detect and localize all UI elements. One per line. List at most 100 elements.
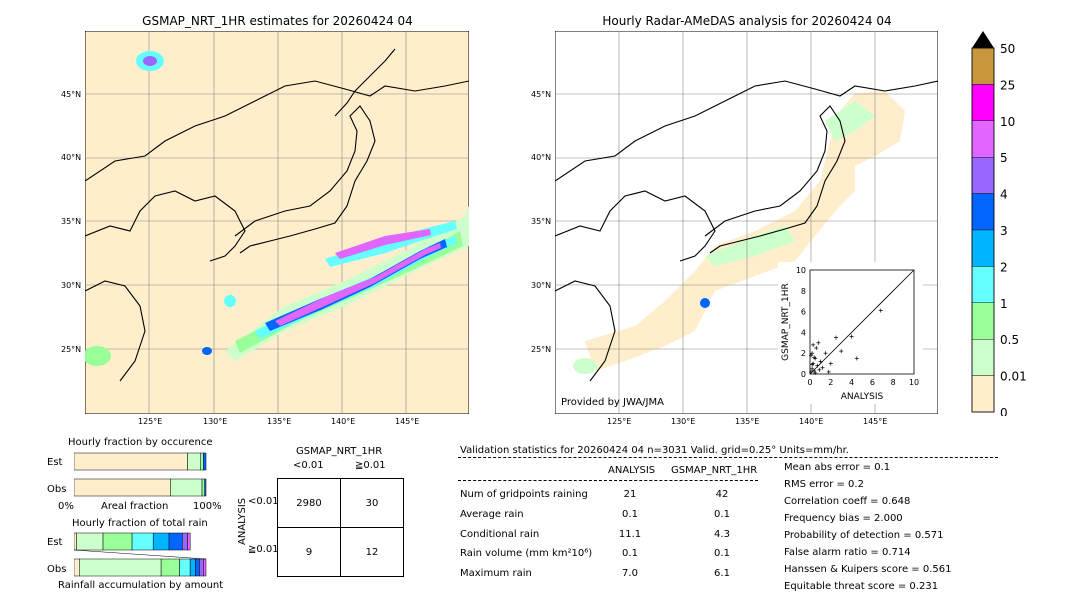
contingency-title: GSMAP_NRT_1HR bbox=[296, 446, 383, 457]
colorbar-label: 25 bbox=[1000, 78, 1015, 92]
occurrence-bar-segment bbox=[187, 452, 201, 471]
right-lon-label: 140°E bbox=[799, 417, 824, 426]
scatter-point bbox=[810, 366, 815, 371]
right-lon-label: 135°E bbox=[735, 417, 760, 426]
scatter-ytick: 6 bbox=[801, 308, 806, 317]
right-lon-label: 125°E bbox=[607, 417, 632, 426]
occ-xtick-left: 0% bbox=[58, 501, 74, 512]
left-lon-label: 140°E bbox=[331, 417, 356, 426]
right-lat-label: 35°N bbox=[531, 217, 552, 226]
scatter-point bbox=[826, 369, 831, 374]
credit-text: Provided by JWA/JMA bbox=[561, 397, 664, 408]
scatter-ytick: 8 bbox=[801, 287, 806, 296]
left-lon-label: 145°E bbox=[395, 417, 420, 426]
occurrence-bars bbox=[74, 452, 207, 497]
colorbar-swatch bbox=[971, 266, 995, 303]
colorbar-swatch bbox=[971, 302, 995, 340]
colorbar-swatch bbox=[971, 47, 995, 85]
validation-row-label: Num of gridpoints raining bbox=[460, 489, 588, 500]
contingency-col-label: <0.01 bbox=[293, 460, 324, 471]
scatter-xtick: 2 bbox=[828, 378, 833, 387]
rain-bar-segment bbox=[181, 532, 188, 551]
validation-row-label: Rain volume (mm km²10⁶) bbox=[460, 548, 593, 559]
scatter-inset: 00 2 2 4 4 6 6 8 8 10 10 ANALYSIS GSMAP_NRT_1HR bbox=[778, 262, 923, 404]
score-line: RMS error = 0.2 bbox=[784, 479, 864, 490]
colorbar-label: 5 bbox=[1000, 151, 1008, 165]
scatter-point bbox=[849, 334, 854, 339]
scatter-xtick: 8 bbox=[891, 378, 896, 387]
rain-bar-segment bbox=[189, 558, 196, 577]
rain-bar-segment bbox=[152, 532, 170, 551]
rain-est-label: Est bbox=[47, 537, 63, 548]
left-lat-label: 40°N bbox=[61, 153, 82, 162]
scatter-point bbox=[815, 363, 820, 368]
score-line: Frequency bias = 2.000 bbox=[784, 513, 903, 524]
scatter-point bbox=[820, 365, 825, 370]
total-rain-bars bbox=[74, 532, 207, 577]
left-lat-label: 25°N bbox=[61, 345, 82, 354]
contingency-cell: 30 bbox=[340, 478, 404, 528]
rain-bar-segment bbox=[187, 532, 191, 551]
scatter-point bbox=[810, 362, 815, 367]
left-map-grid bbox=[85, 31, 469, 414]
contingency-row-label: ≧0.01 bbox=[248, 544, 279, 555]
contingency-table: 2980 30 9 12 bbox=[277, 478, 404, 577]
colorbar-swatch bbox=[971, 84, 995, 122]
right-lat-label: 45°N bbox=[531, 90, 552, 99]
scatter-ytick: 4 bbox=[801, 328, 806, 337]
right-lon-label: 145°E bbox=[863, 417, 888, 426]
scatter-point bbox=[854, 356, 859, 361]
score-line: Hanssen & Kuipers score = 0.561 bbox=[784, 564, 952, 575]
occurrence-bar-segment bbox=[200, 452, 204, 471]
score-line: Equitable threat score = 0.231 bbox=[784, 581, 939, 592]
right-lat-label: 25°N bbox=[531, 345, 552, 354]
colorbar-swatch bbox=[971, 229, 995, 267]
right-lon-label: 130°E bbox=[671, 417, 696, 426]
contingency-side-label: ANALYSIS bbox=[237, 497, 248, 545]
colorbar-swatch bbox=[971, 375, 995, 413]
validation-row-label: Maximum rain bbox=[460, 568, 532, 579]
rain-bar-segment bbox=[203, 558, 207, 577]
colorbar: 50 25 10 5 4 3 2 1 0.5 0.01 0 bbox=[971, 31, 1027, 416]
rain-xlabel: Rainfall accumulation by amount bbox=[58, 580, 224, 591]
colorbar-label: 4 bbox=[1000, 188, 1008, 202]
validation-row-label: Average rain bbox=[460, 509, 524, 520]
occ-est-label: Est bbox=[47, 457, 63, 468]
occurrence-bar-segment bbox=[74, 478, 171, 497]
left-lon-label: 135°E bbox=[267, 417, 292, 426]
right-lat-label: 40°N bbox=[531, 153, 552, 162]
scatter-xtick: 6 bbox=[870, 378, 875, 387]
scatter-point bbox=[834, 335, 838, 340]
occurrence-bar-segment bbox=[170, 478, 203, 497]
scatter-ytick: 10 bbox=[796, 266, 806, 275]
contingency-cell: 9 bbox=[277, 527, 341, 577]
validation-row-gsmap: 4.3 bbox=[714, 529, 730, 540]
validation-row-gsmap: 0.1 bbox=[714, 548, 730, 559]
scatter-ytick: 2 bbox=[801, 349, 806, 358]
left-lon-label: 130°E bbox=[203, 417, 228, 426]
score-line: Correlation coeff = 0.648 bbox=[784, 496, 911, 507]
colorbar-swatch bbox=[971, 120, 995, 158]
colorbar-label: 10 bbox=[1000, 115, 1015, 129]
scatter-point bbox=[816, 340, 821, 345]
rain-obs-label: Obs bbox=[47, 564, 67, 575]
occ-xtick-right: 100% bbox=[193, 501, 222, 512]
scatter-point bbox=[828, 361, 833, 366]
scatter-point bbox=[839, 349, 844, 354]
occurrence-bar-segment bbox=[201, 478, 205, 497]
scatter-ylabel: GSMAP_NRT_1HR bbox=[781, 283, 791, 361]
scatter-point bbox=[813, 370, 818, 375]
validation-row-analysis: 11.1 bbox=[618, 529, 642, 540]
left-lat-label: 45°N bbox=[61, 90, 82, 99]
scatter-point bbox=[817, 367, 822, 372]
total-rain-title: Hourly fraction of total rain bbox=[72, 518, 208, 529]
scatter-xtick: 4 bbox=[849, 378, 854, 387]
scatter-point bbox=[823, 351, 828, 356]
occurrence-bar-segment bbox=[74, 452, 188, 471]
right-map-title: Hourly Radar-AMeDAS analysis for 2026042… bbox=[602, 14, 892, 28]
colorbar-label: 0 bbox=[1000, 406, 1008, 416]
rain-bar-segment bbox=[131, 532, 154, 551]
scatter-point bbox=[812, 368, 817, 373]
scatter-point bbox=[878, 308, 883, 313]
scatter-xtick: 0 bbox=[807, 378, 812, 387]
